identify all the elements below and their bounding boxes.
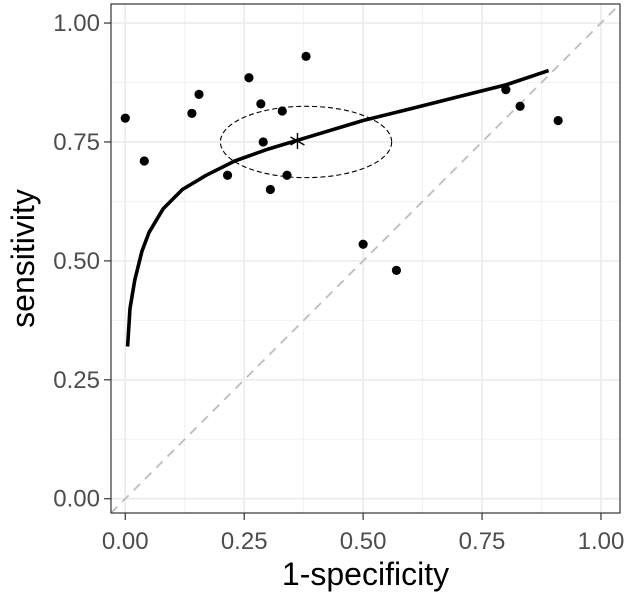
study-point [391, 265, 402, 275]
y-tick-label: 0.00 [53, 486, 100, 513]
study-point [282, 170, 292, 180]
x-tick-label: 0.25 [221, 528, 268, 555]
y-tick-label: 0.50 [53, 248, 100, 275]
confidence-region [219, 105, 393, 179]
x-tick-label: 1.00 [578, 528, 625, 555]
study-point [515, 101, 525, 111]
summary-point [290, 133, 305, 150]
x-tick-label: 0.00 [102, 528, 149, 555]
x-axis-ticks: 0.00 0.25 0.50 0.75 1.00 [102, 513, 624, 555]
reference-line [110, 3, 621, 514]
study-point [187, 108, 197, 119]
study-point [139, 156, 149, 166]
x-tick-label: 0.50 [340, 528, 387, 555]
study-point [194, 89, 204, 99]
panel-border [110, 3, 621, 514]
y-tick-label: 0.75 [53, 129, 100, 156]
study-point [222, 170, 233, 180]
study-point [358, 239, 368, 249]
study-point [120, 113, 130, 123]
y-axis-title: sensitivity [5, 189, 41, 328]
summary-point-stroke [290, 136, 305, 146]
x-tick-label: 0.75 [459, 528, 506, 555]
study-point [501, 85, 511, 95]
study-point [258, 137, 268, 147]
y-tick-label: 0.25 [53, 367, 100, 394]
study-point [256, 99, 266, 109]
study-point [301, 51, 311, 61]
diagonal-reference-line [110, 3, 621, 514]
y-tick-label: 1.00 [53, 10, 100, 37]
grid [111, 4, 620, 513]
study-point [277, 106, 287, 116]
study-point [265, 184, 275, 195]
confidence-ellipse [219, 105, 393, 179]
sroc-curve-line [125, 68, 550, 347]
y-axis-ticks: 0.00 0.25 0.50 0.75 1.00 [53, 10, 111, 513]
study-point [553, 115, 563, 126]
x-axis-title: 1-specificity [282, 556, 449, 592]
study-points [120, 51, 563, 275]
sroc-curve [125, 68, 550, 347]
study-point [244, 73, 254, 83]
